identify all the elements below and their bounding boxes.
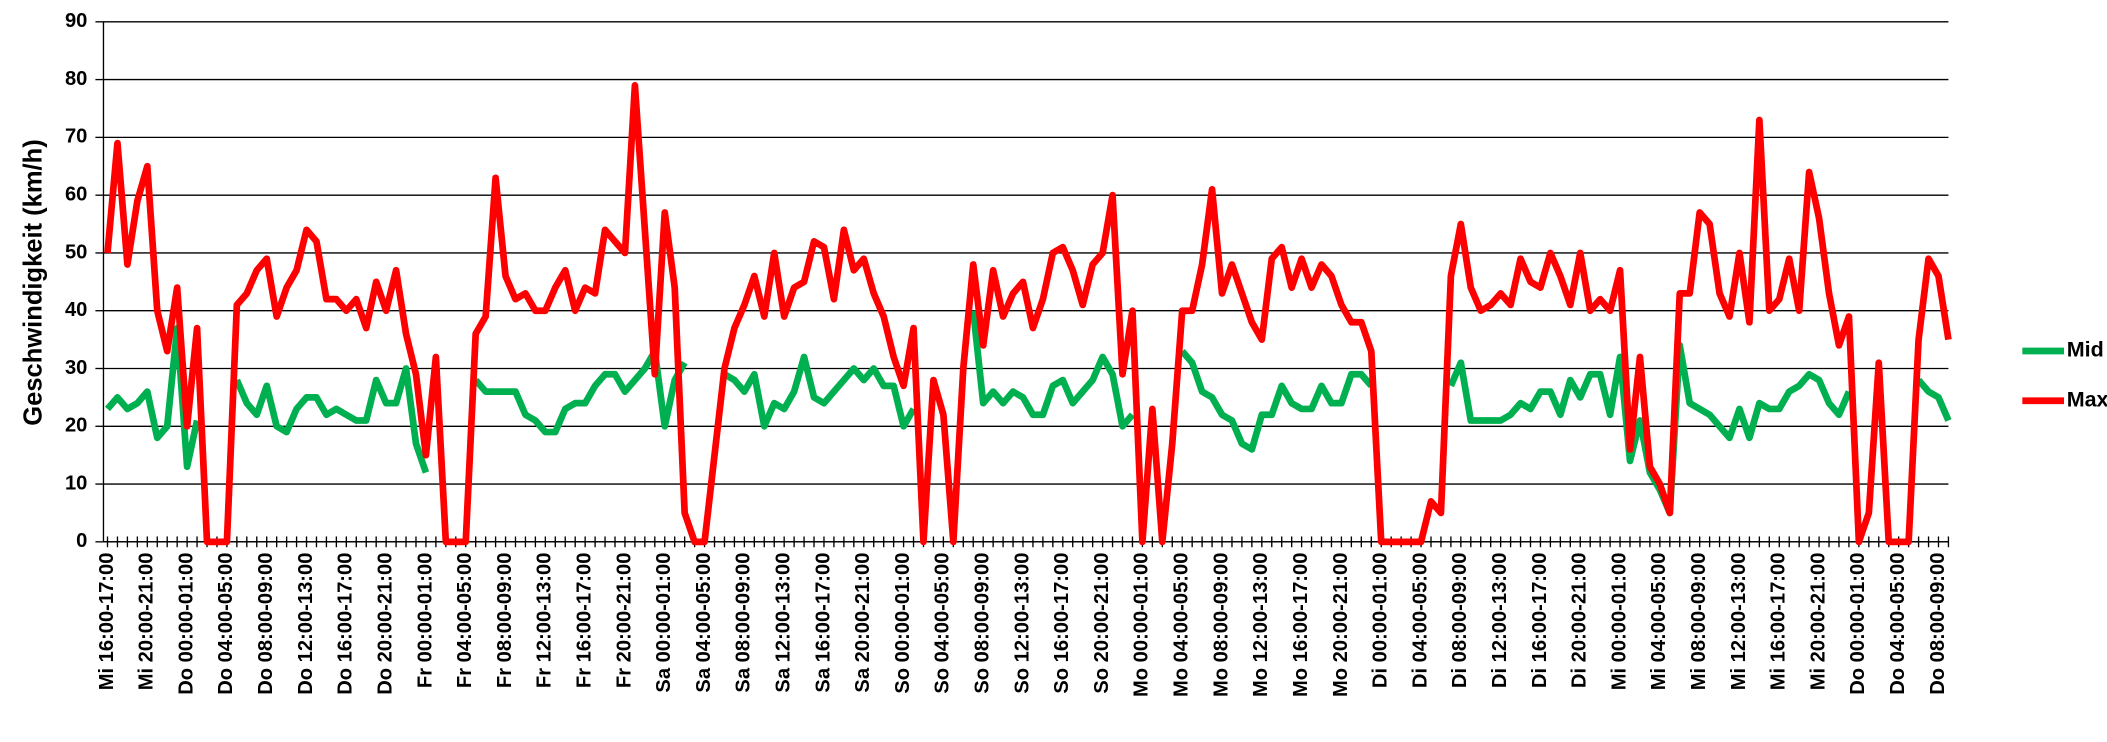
legend-label: Max [2067, 387, 2107, 411]
x-tick-label: Mi 20:00-21:00 [1807, 553, 1829, 691]
x-tick-label: Mi 00:00-01:00 [1608, 553, 1630, 691]
y-tick-label: 10 [65, 472, 87, 494]
y-axis-title: Geschwindigkeit (km/h) [20, 139, 48, 425]
x-tick-label: So 08:00-09:00 [972, 553, 994, 694]
x-tick-label: Do 12:00-13:00 [295, 553, 317, 695]
x-tick-label: Fr 00:00-01:00 [414, 553, 436, 688]
x-tick-label: Sa 00:00-01:00 [653, 553, 675, 693]
y-tick-label: 20 [65, 415, 87, 437]
x-tick-label: So 20:00-21:00 [1091, 553, 1113, 694]
x-tick-label: Mi 08:00-09:00 [1688, 553, 1710, 691]
x-tick-label: Di 16:00-17:00 [1529, 553, 1551, 688]
x-tick-label: Sa 12:00-13:00 [772, 553, 794, 693]
y-tick-label: 50 [65, 241, 87, 263]
legend-label: Mid [2067, 338, 2104, 362]
x-tick-label: Fr 04:00-05:00 [454, 553, 476, 688]
x-tick-label: Mo 16:00-17:00 [1290, 553, 1312, 697]
x-tick-label: Mo 20:00-21:00 [1330, 553, 1352, 697]
x-tick-label: So 16:00-17:00 [1051, 553, 1073, 694]
x-tick-label: Mo 08:00-09:00 [1210, 553, 1232, 697]
x-tick-label: Do 08:00-09:00 [255, 553, 277, 695]
x-tick-label: Do 08:00-09:00 [1927, 553, 1949, 695]
x-tick-label: Sa 20:00-21:00 [852, 553, 874, 693]
x-tick-label: Di 00:00-01:00 [1370, 553, 1392, 688]
line-series [104, 82, 1952, 546]
x-tick-label: Fr 20:00-21:00 [613, 553, 635, 688]
y-tick-label: 70 [65, 126, 87, 148]
x-tick-label: Di 08:00-09:00 [1449, 553, 1471, 688]
x-tick-label: Mi 16:00-17:00 [96, 553, 118, 691]
x-tick-label: So 04:00-05:00 [932, 553, 954, 694]
x-tick-label: Mi 16:00-17:00 [1768, 553, 1790, 691]
x-tick-label: So 00:00-01:00 [892, 553, 914, 694]
x-tick-label: Sa 04:00-05:00 [693, 553, 715, 693]
x-tick-label: Sa 16:00-17:00 [812, 553, 834, 693]
x-tick-label: Sa 08:00-09:00 [733, 553, 755, 693]
x-tick-label: Mo 12:00-13:00 [1250, 553, 1272, 697]
x-tick-label: Do 00:00-01:00 [175, 553, 197, 695]
x-tick-label: Do 04:00-05:00 [1887, 553, 1909, 695]
y-tick-label: 30 [65, 357, 87, 379]
x-tick-label: Mi 04:00-05:00 [1648, 553, 1670, 691]
x-tick-label: Fr 08:00-09:00 [494, 553, 516, 688]
x-tick-label: Mi 20:00-21:00 [136, 553, 158, 691]
x-tick-label: Mi 12:00-13:00 [1728, 553, 1750, 691]
x-tick-label: Fr 12:00-13:00 [534, 553, 556, 688]
x-tick-label: Do 04:00-05:00 [215, 553, 237, 695]
y-tick-label: 0 [76, 530, 87, 552]
x-tick-label: Do 20:00-21:00 [374, 553, 396, 695]
x-tick-label: Di 20:00-21:00 [1569, 553, 1591, 688]
x-tick-label: Do 16:00-17:00 [335, 553, 357, 695]
x-tick-label: Fr 16:00-17:00 [573, 553, 595, 688]
x-tick-label: Mo 00:00-01:00 [1131, 553, 1153, 697]
y-tick-label: 80 [65, 68, 87, 90]
x-tick-label: So 12:00-13:00 [1011, 553, 1033, 694]
y-tick-label: 60 [65, 183, 87, 205]
x-tick-label: Mo 04:00-05:00 [1171, 553, 1193, 697]
x-tick-label: Di 12:00-13:00 [1489, 553, 1511, 688]
y-tick-label: 40 [65, 299, 87, 321]
x-tick-label: Di 04:00-05:00 [1409, 553, 1431, 688]
x-tick-label: Do 00:00-01:00 [1847, 553, 1869, 695]
y-tick-label: 90 [65, 10, 87, 32]
